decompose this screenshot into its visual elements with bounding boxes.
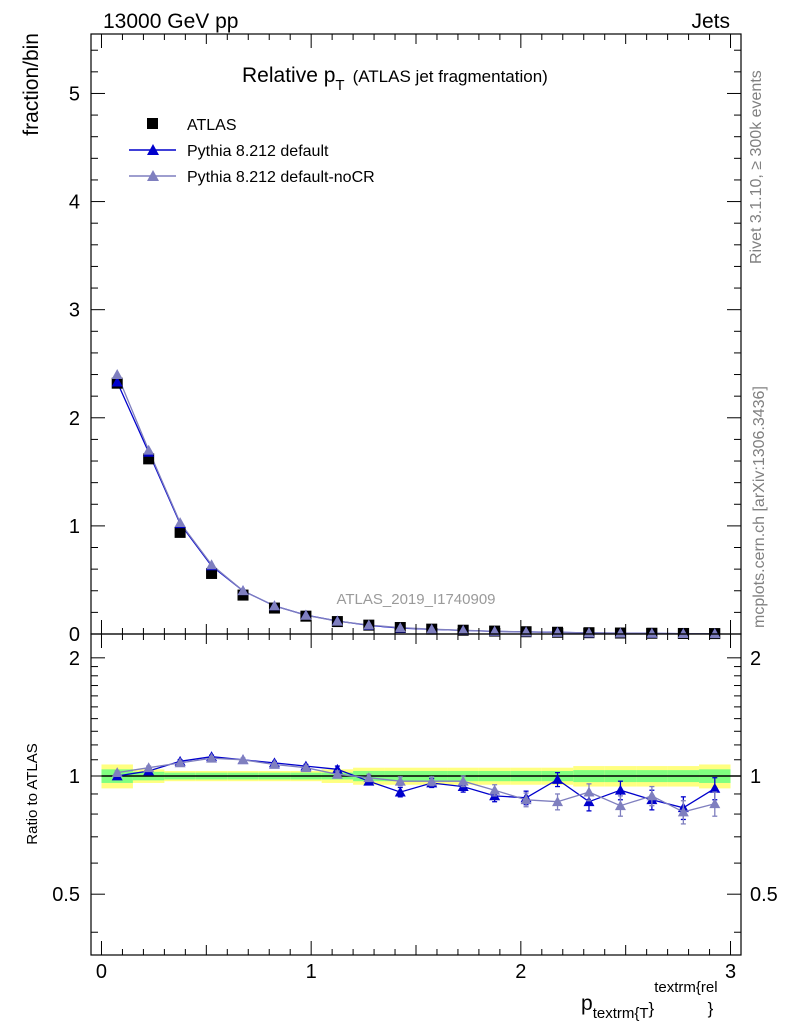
legend-marker-nocr [147, 170, 159, 181]
atlas-point [143, 453, 155, 465]
nocr-point [300, 609, 312, 620]
ratio-ytick-label-right: 0.5 [750, 884, 778, 906]
header-channel: Jets [691, 10, 730, 33]
nocr-point [646, 627, 658, 638]
ratio-point-nocr [111, 767, 123, 778]
axes: 0 1 2 3 0 1 2 3 4 5 0.5 0.5 1 1 2 2 [52, 33, 778, 983]
xlabel-end: } [708, 999, 714, 1018]
ratio-point-nocr [143, 762, 155, 773]
ratio-line-default [117, 756, 716, 809]
ratio-point-nocr [331, 768, 343, 779]
mcplots-label: mcplots.cern.ch [arXiv:1306.3436] [751, 386, 768, 628]
ratio-point-default [394, 786, 406, 797]
legend-marker-atlas [147, 118, 158, 129]
ratio-point-nocr [426, 775, 438, 786]
nocr-point [677, 628, 689, 638]
ratio-point-nocr [552, 796, 564, 807]
ratio-panel-content [101, 751, 741, 825]
nocr-point [268, 600, 280, 611]
main-title: Relative pT (ATLAS jet fragmentation) [242, 64, 548, 94]
legend-marker-default [147, 144, 159, 155]
ratio-ytick-label-right: 2 [750, 648, 761, 670]
nocr-point [709, 628, 721, 639]
nocr-point [143, 444, 155, 455]
legend: ATLAS Pythia 8.212 default Pythia 8.212 … [129, 117, 375, 186]
nocr-point [457, 624, 469, 635]
nocr-point [363, 619, 375, 630]
ratio-point-default [614, 784, 626, 795]
nocr-point [331, 615, 343, 626]
atlas-point [174, 526, 186, 538]
ratio-point-default [552, 773, 564, 784]
x-axis-label: ptextrm{T} textrm{rel} [581, 979, 718, 1022]
atlas-point [206, 567, 218, 579]
x-tick-label: 0 [96, 961, 107, 983]
legend-label-nocr: Pythia 8.212 default-noCR [187, 169, 375, 186]
ratio-ytick-label: 2 [69, 648, 80, 670]
ratio-point-nocr [489, 784, 501, 795]
nocr-point [614, 627, 626, 638]
nocr-point [206, 559, 218, 570]
analysis-id: ATLAS_2019_I1740909 [336, 591, 495, 608]
legend-label-atlas: ATLAS [187, 117, 237, 134]
x-tick-label: 1 [306, 961, 317, 983]
xlabel-sub: textrm{T [593, 1005, 649, 1022]
x-tick-label: 2 [515, 961, 526, 983]
ratio-point-nocr [363, 772, 375, 783]
main-title-sub: T [335, 77, 344, 94]
main-ytick-label: 2 [69, 408, 80, 430]
ratio-ytick-label: 0.5 [52, 884, 80, 906]
ratio-frame [90, 633, 742, 956]
nocr-point [237, 585, 249, 596]
header-energy: 13000 GeV pp [103, 10, 238, 33]
main-ytick-label: 0 [69, 624, 80, 646]
ratio-point-nocr [457, 775, 469, 786]
main-ylabel: fraction/bin [20, 33, 43, 136]
ratio-point-nocr [677, 806, 689, 817]
ratio-point-nocr [268, 758, 280, 769]
ratio-point-nocr [709, 798, 721, 809]
nocr-point [583, 627, 595, 638]
ratio-ylabel: Ratio to ATLAS [24, 743, 41, 844]
main-ytick-label: 1 [69, 516, 80, 538]
ratio-point-nocr [174, 757, 186, 768]
rivet-label: Rivet 3.1.10, ≥ 300k events [748, 70, 765, 264]
main-ytick-label: 3 [69, 300, 80, 322]
ratio-point-nocr [237, 754, 249, 765]
main-title-p: Relative p [242, 64, 335, 87]
nocr-point [489, 625, 501, 636]
ratio-line-nocr [117, 757, 715, 813]
x-tick-label: 3 [725, 961, 736, 983]
default-point [111, 376, 123, 387]
ratio-point-nocr [646, 790, 658, 801]
ratio-point-nocr [520, 794, 532, 805]
ratio-point-default [331, 763, 343, 774]
legend-label-default: Pythia 8.212 default [187, 143, 329, 160]
main-ytick-label: 4 [69, 192, 80, 214]
ratio-point-nocr [583, 786, 595, 797]
ratio-point-nocr [206, 752, 218, 763]
xlabel-p: p [581, 992, 593, 1015]
ratio-point-nocr [614, 800, 626, 811]
ratio-point-nocr [394, 775, 406, 786]
xlabel-sup: textrm{rel [654, 979, 717, 996]
main-title-rest: (ATLAS jet fragmentation) [353, 67, 548, 86]
nocr-point [426, 623, 438, 634]
nocr-point [111, 369, 123, 379]
main-ytick-label: 5 [69, 83, 80, 105]
ratio-ytick-label: 1 [69, 766, 80, 788]
ratio-point-default [709, 782, 721, 793]
xlabel-brace: } [649, 999, 655, 1018]
nocr-point [174, 517, 186, 528]
ratio-point-nocr [300, 762, 312, 773]
nocr-point [394, 622, 406, 633]
ratio-ytick-label-right: 1 [750, 766, 761, 788]
